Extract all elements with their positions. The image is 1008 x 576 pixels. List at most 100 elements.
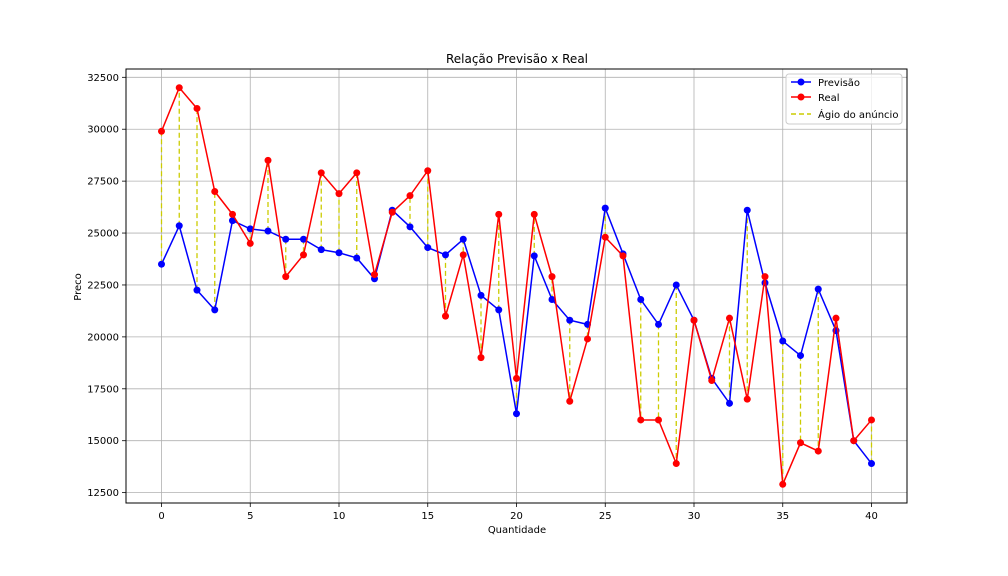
- y-tick-label: 30000: [87, 125, 119, 136]
- x-tick-label: 5: [247, 511, 253, 522]
- point-real: [264, 156, 272, 164]
- x-tick-label: 35: [776, 511, 789, 522]
- point-previsao: [406, 223, 414, 231]
- point-previsao: [300, 235, 307, 243]
- x-tick-label: 40: [865, 511, 878, 522]
- point-previsao: [637, 295, 645, 303]
- point-previsao: [868, 460, 875, 468]
- y-tick-label: 12500: [87, 488, 119, 499]
- point-real: [584, 335, 591, 343]
- legend-label-real: Real: [818, 93, 840, 104]
- point-previsao: [530, 252, 538, 260]
- point-real: [282, 273, 290, 281]
- y-tick-label: 15000: [87, 436, 119, 447]
- point-real: [442, 312, 449, 320]
- y-tick-label: 22500: [87, 280, 119, 291]
- point-real: [246, 239, 254, 247]
- point-previsao: [743, 206, 751, 214]
- legend-marker-previsao: [797, 78, 805, 86]
- point-real: [743, 395, 751, 403]
- point-previsao: [477, 291, 485, 299]
- point-previsao: [175, 222, 183, 230]
- point-real: [300, 251, 307, 259]
- point-real: [708, 376, 716, 384]
- point-real: [495, 210, 503, 218]
- point-previsao: [317, 246, 325, 254]
- point-real: [193, 104, 201, 112]
- y-tick-labels: 12500 15000 17500 20000 22500 25000 27500 30000…: [87, 73, 119, 499]
- point-real: [513, 374, 520, 382]
- point-previsao: [229, 217, 236, 225]
- point-real: [459, 251, 467, 259]
- point-real: [229, 210, 236, 218]
- point-previsao: [353, 254, 361, 262]
- series-lines: [158, 84, 875, 488]
- point-real: [530, 210, 538, 218]
- point-real: [601, 233, 609, 241]
- x-tick-labels: 0 5 10 15 20 25 30 35 40: [158, 511, 878, 522]
- point-real: [690, 316, 698, 324]
- legend-box: [785, 73, 903, 125]
- legend: Previsão Real Ágio do anúncio: [785, 73, 903, 125]
- point-previsao: [548, 295, 556, 303]
- point-previsao: [246, 225, 254, 233]
- chart-title: Relação Previsão x Real: [446, 52, 588, 66]
- point-real: [868, 416, 875, 424]
- point-real: [317, 169, 325, 177]
- point-real: [814, 447, 822, 455]
- point-real: [672, 460, 680, 468]
- y-axis-title: Preco: [73, 273, 84, 301]
- point-previsao: [459, 235, 467, 243]
- point-previsao: [655, 320, 662, 328]
- point-previsao: [282, 235, 290, 243]
- point-real: [637, 416, 645, 424]
- legend-label-agio: Ágio do anúncio: [818, 108, 898, 121]
- point-previsao: [211, 306, 219, 314]
- point-previsao: [264, 227, 272, 235]
- point-real: [388, 208, 396, 216]
- point-real: [566, 397, 574, 405]
- point-previsao: [442, 251, 449, 259]
- point-real: [424, 167, 432, 175]
- point-real: [477, 354, 485, 362]
- point-real: [158, 127, 165, 135]
- x-tick-label: 30: [688, 511, 701, 522]
- point-previsao: [158, 260, 165, 268]
- point-previsao: [779, 337, 787, 345]
- point-previsao: [495, 306, 503, 314]
- point-real: [548, 273, 556, 281]
- point-real: [797, 439, 804, 447]
- point-real: [779, 480, 787, 488]
- x-axis-title: Quantidade: [488, 525, 546, 536]
- point-previsao: [193, 286, 201, 294]
- point-real: [406, 192, 414, 200]
- x-tick-label: 25: [599, 511, 612, 522]
- point-previsao: [601, 204, 609, 212]
- point-real: [353, 169, 361, 177]
- point-real: [832, 314, 840, 322]
- point-real: [211, 188, 219, 196]
- legend-label-previsao: Previsão: [818, 78, 860, 89]
- legend-marker-real: [797, 93, 805, 101]
- point-real: [175, 84, 183, 92]
- point-real: [655, 416, 662, 424]
- y-tick-label: 25000: [87, 229, 119, 240]
- point-real: [335, 190, 343, 198]
- point-real: [619, 252, 627, 260]
- y-tick-label: 27500: [87, 177, 119, 188]
- y-tick-label: 32500: [87, 73, 119, 84]
- point-previsao: [797, 352, 804, 360]
- point-previsao: [814, 285, 822, 293]
- y-tick-label: 20000: [87, 332, 119, 343]
- x-tick-label: 0: [158, 511, 164, 522]
- x-tick-label: 20: [510, 511, 523, 522]
- grid: [126, 69, 907, 503]
- y-tick-label: 17500: [87, 384, 119, 395]
- point-previsao: [672, 281, 680, 289]
- point-previsao: [566, 316, 574, 324]
- axes: [122, 68, 908, 507]
- point-real: [371, 271, 378, 279]
- point-real: [726, 314, 733, 322]
- point-previsao: [513, 410, 520, 418]
